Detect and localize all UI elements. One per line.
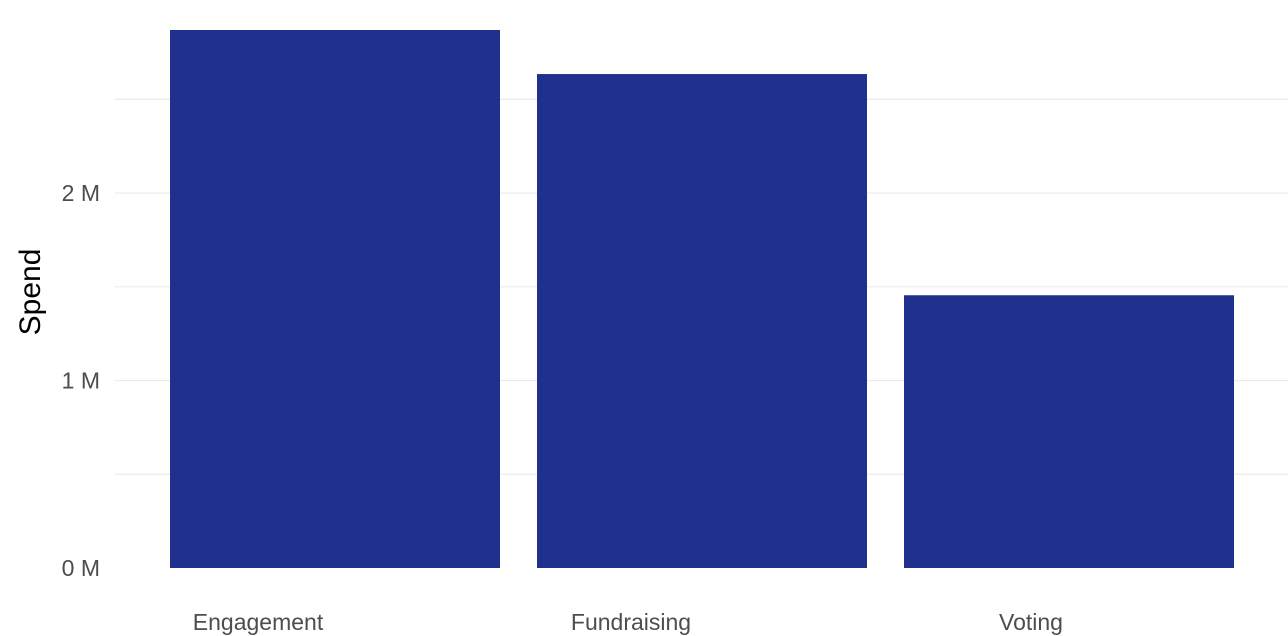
y-tick-label: 0 M (62, 555, 100, 581)
x-axis-ticks: Engagement Fundraising Voting (193, 609, 1063, 635)
bar-fundraising (537, 74, 867, 568)
y-axis-title: Spend (14, 249, 47, 336)
y-tick-label: 2 M (62, 180, 100, 206)
y-tick-label: 1 M (62, 368, 100, 394)
y-axis-ticks: 0 M 1 M 2 M (62, 180, 100, 581)
x-tick-label: Voting (999, 609, 1063, 635)
bar-engagement (170, 29, 500, 569)
x-tick-label: Engagement (193, 609, 324, 635)
bars (170, 29, 1234, 569)
bar-voting (904, 295, 1234, 568)
x-tick-label: Fundraising (571, 609, 691, 635)
